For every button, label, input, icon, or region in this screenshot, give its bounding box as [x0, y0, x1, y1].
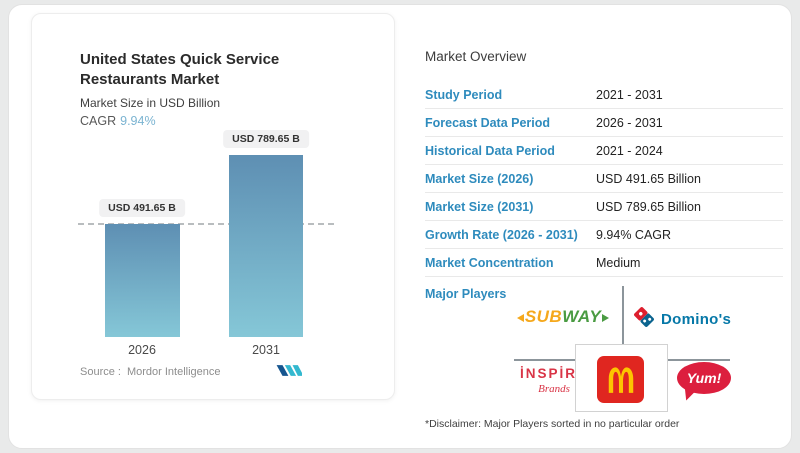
row-value: USD 491.65 Billion [596, 171, 701, 186]
subway-arrow-left-icon [516, 313, 524, 322]
row-value: 2021 - 2031 [596, 87, 663, 102]
cagr-value: 9.94% [120, 114, 156, 128]
value-badge-2031: USD 789.65 B [223, 130, 309, 148]
bar-2026[interactable] [105, 224, 180, 337]
row-label: Growth Rate (2026 - 2031) [425, 227, 578, 242]
subway-logo: SUBWAY [507, 307, 619, 327]
golden-arches-icon [608, 366, 633, 393]
row-label: Market Concentration [425, 255, 554, 270]
chart-title: United States Quick Service Restaurants … [80, 51, 280, 89]
inspire-brands-logo: İNSPİRE Brands [501, 367, 607, 395]
reference-dashed-line [78, 223, 334, 225]
subway-text-way: WAY [562, 307, 602, 326]
source-row: Source : Mordor Intelligence [80, 366, 221, 378]
row-label: Market Size (2031) [425, 199, 534, 214]
bar-2031[interactable] [229, 155, 303, 337]
subway-text-sub: SUB [524, 307, 563, 326]
overview-heading: Market Overview [425, 49, 527, 64]
row-value: Medium [596, 255, 641, 270]
outer-card: United States Quick Service Restaurants … [8, 4, 792, 449]
x-tick-2026: 2026 [128, 343, 156, 357]
yum-speech-bubble: Yum! [677, 362, 731, 394]
row-value: 2021 - 2024 [596, 143, 663, 158]
dominos-wordmark: Domino's [661, 311, 732, 328]
table-row: Historical Data Period 2021 - 2024 [425, 137, 783, 165]
overview-table: Study Period 2021 - 2031 Forecast Data P… [425, 81, 783, 277]
connector-vertical-line [622, 286, 624, 344]
dominos-tile-icon [633, 306, 655, 333]
cagr-label: CAGR [80, 114, 117, 128]
table-row: Market Size (2031) USD 789.65 Billion [425, 193, 783, 221]
chart-subtitle: Market Size in USD Billion [80, 96, 221, 110]
yum-bubble-tail-icon [683, 388, 697, 402]
yum-logo: Yum! [677, 362, 731, 402]
row-value: 2026 - 2031 [596, 115, 663, 130]
row-label: Forecast Data Period [425, 115, 551, 130]
mcdonalds-highlight-box [575, 344, 668, 412]
row-value: 9.94% CAGR [596, 227, 672, 242]
row-label: Historical Data Period [425, 143, 555, 158]
subway-arrow-right-icon [602, 313, 610, 322]
x-tick-2031: 2031 [252, 343, 280, 357]
mordor-intelligence-logo-icon [276, 362, 302, 384]
table-row: Growth Rate (2026 - 2031) 9.94% CAGR [425, 221, 783, 249]
source-name: Mordor Intelligence [126, 366, 221, 378]
row-label: Market Size (2026) [425, 171, 534, 186]
table-row: Study Period 2021 - 2031 [425, 81, 783, 109]
dominos-logo: Domino's [633, 306, 731, 333]
chart-card: United States Quick Service Restaurants … [31, 13, 395, 400]
table-row: Market Size (2026) USD 491.65 Billion [425, 165, 783, 193]
table-row: Market Concentration Medium [425, 249, 783, 277]
bar-chart-plot: USD 491.65 B USD 789.65 B 2026 2031 [32, 14, 394, 399]
source-label: Source : [80, 366, 121, 378]
row-label: Study Period [425, 87, 503, 102]
major-players-label: Major Players [425, 287, 507, 301]
inspire-wordmark: İNSPİRE [519, 366, 588, 381]
disclaimer-text: *Disclaimer: Major Players sorted in no … [425, 418, 680, 430]
table-row: Forecast Data Period 2026 - 2031 [425, 109, 783, 137]
connector-right-line [665, 359, 730, 361]
chart-cagr: CAGR 9.94% [80, 114, 156, 128]
mcdonalds-logo [597, 356, 644, 403]
row-value: USD 789.65 Billion [596, 199, 701, 214]
value-badge-2026: USD 491.65 B [99, 199, 185, 217]
connector-left-line [514, 359, 576, 361]
inspire-brands-text: Brands [538, 382, 570, 395]
